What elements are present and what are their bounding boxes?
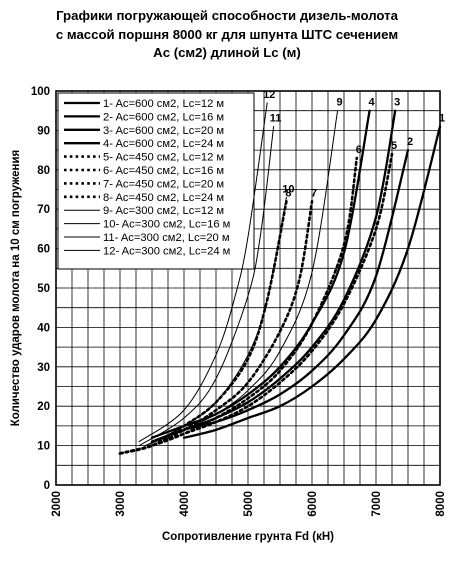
legend-entry-label: 3- Ac=600 см2, Lc=20 м — [103, 125, 224, 137]
y-tick-label: 30 — [37, 362, 50, 374]
legend-entry-label: 12- Ac=300 см2, Lc=24 м — [103, 245, 230, 257]
chart-title-line-3: Ac (см2) длиной Lc (м) — [153, 45, 301, 60]
legend-entry-label: 2- Ac=600 см2, Lc=16 м — [103, 111, 224, 123]
legend-entry-label: 11- Ac=300 см2, Lc=20 м — [103, 232, 230, 244]
chart-title-line-2: с массой поршня 8000 кг для шпунта ШТС с… — [55, 26, 399, 42]
curve-number-label: 8 — [285, 187, 291, 199]
legend: 1- Ac=600 см2, Lc=12 м2- Ac=600 см2, Lc=… — [57, 92, 255, 270]
series-line — [138, 102, 268, 443]
y-tick-label: 20 — [37, 401, 50, 413]
curve-number-label: 11 — [270, 112, 282, 124]
legend-entry-label: 1- Ac=600 см2, Lc=12 м — [103, 98, 224, 110]
curve-number-label: 7 — [311, 187, 317, 199]
curve-number-label: 1 — [439, 112, 445, 124]
curve-number-label: 2 — [407, 136, 413, 148]
curves — [118, 102, 442, 455]
legend-entry-label: 6- Ac=450 см2, Lc=16 м — [103, 165, 224, 177]
x-axis-label: Сопротивление грунта Fd (кН) — [162, 531, 334, 543]
x-tick-label: 7000 — [371, 491, 383, 517]
legend-entry-label: 9- Ac=300 см2, Lc=12 м — [103, 205, 224, 217]
series-line — [150, 109, 371, 439]
y-tick-label: 70 — [37, 204, 50, 216]
curve-number-label: 3 — [394, 97, 400, 109]
chart-title: Графики погружающей способности дизель-м… — [0, 7, 454, 63]
y-tick-label: 60 — [37, 244, 50, 256]
y-tick-label: 50 — [37, 283, 50, 295]
curve-number-label: 6 — [356, 144, 362, 156]
curve-number-label: 10 — [282, 183, 294, 195]
x-tick-label: 2000 — [51, 491, 63, 517]
legend-entry-label: 5- Ac=450 см2, Lc=12 м — [103, 152, 224, 164]
legend-entry-label: 7- Ac=450 см2, Lc=20 м — [103, 178, 224, 190]
chart-title-line-1: Графики погружающей способности дизель-м… — [56, 8, 398, 23]
x-tick-label: 8000 — [435, 491, 447, 517]
curve-number-label: 4 — [369, 97, 376, 109]
series-line — [145, 110, 339, 447]
legend-box — [57, 92, 255, 270]
y-tick-label: 40 — [37, 322, 50, 334]
y-tick-label: 0 — [44, 480, 50, 492]
curve-number-label: 12 — [263, 89, 275, 101]
y-tick-label: 90 — [37, 125, 50, 137]
y-tick-label: 80 — [37, 165, 50, 177]
axes: 0 10 20 30 40 50 60 70 80 90 100 2000 3000 4000 5000 60… — [10, 86, 447, 543]
series-line — [118, 156, 359, 455]
plot-frame — [55, 90, 441, 486]
x-tick-label: 5000 — [243, 491, 255, 517]
series-line — [145, 196, 287, 447]
legend-entry-label: 8- Ac=450 см2, Lc=24 м — [103, 192, 224, 204]
legend-entry-label: 4- Ac=600 см2, Lc=24 м — [103, 138, 224, 150]
x-tick-label: 4000 — [179, 491, 191, 517]
series-line — [150, 109, 397, 443]
curve-number-label: 9 — [337, 97, 343, 109]
curve-number-label: 5 — [391, 140, 397, 152]
y-axis-label: Количество ударов молота на 10 см погруж… — [10, 150, 22, 426]
series-line — [138, 125, 275, 447]
x-tick-label: 6000 — [307, 491, 319, 517]
y-tick-label: 10 — [37, 441, 50, 453]
series-line — [182, 125, 442, 439]
y-tick-label: 100 — [31, 86, 50, 98]
legend-entry-label: 10- Ac=300 см2, Lc=16 м — [103, 219, 230, 231]
x-tick-label: 3000 — [115, 491, 127, 517]
